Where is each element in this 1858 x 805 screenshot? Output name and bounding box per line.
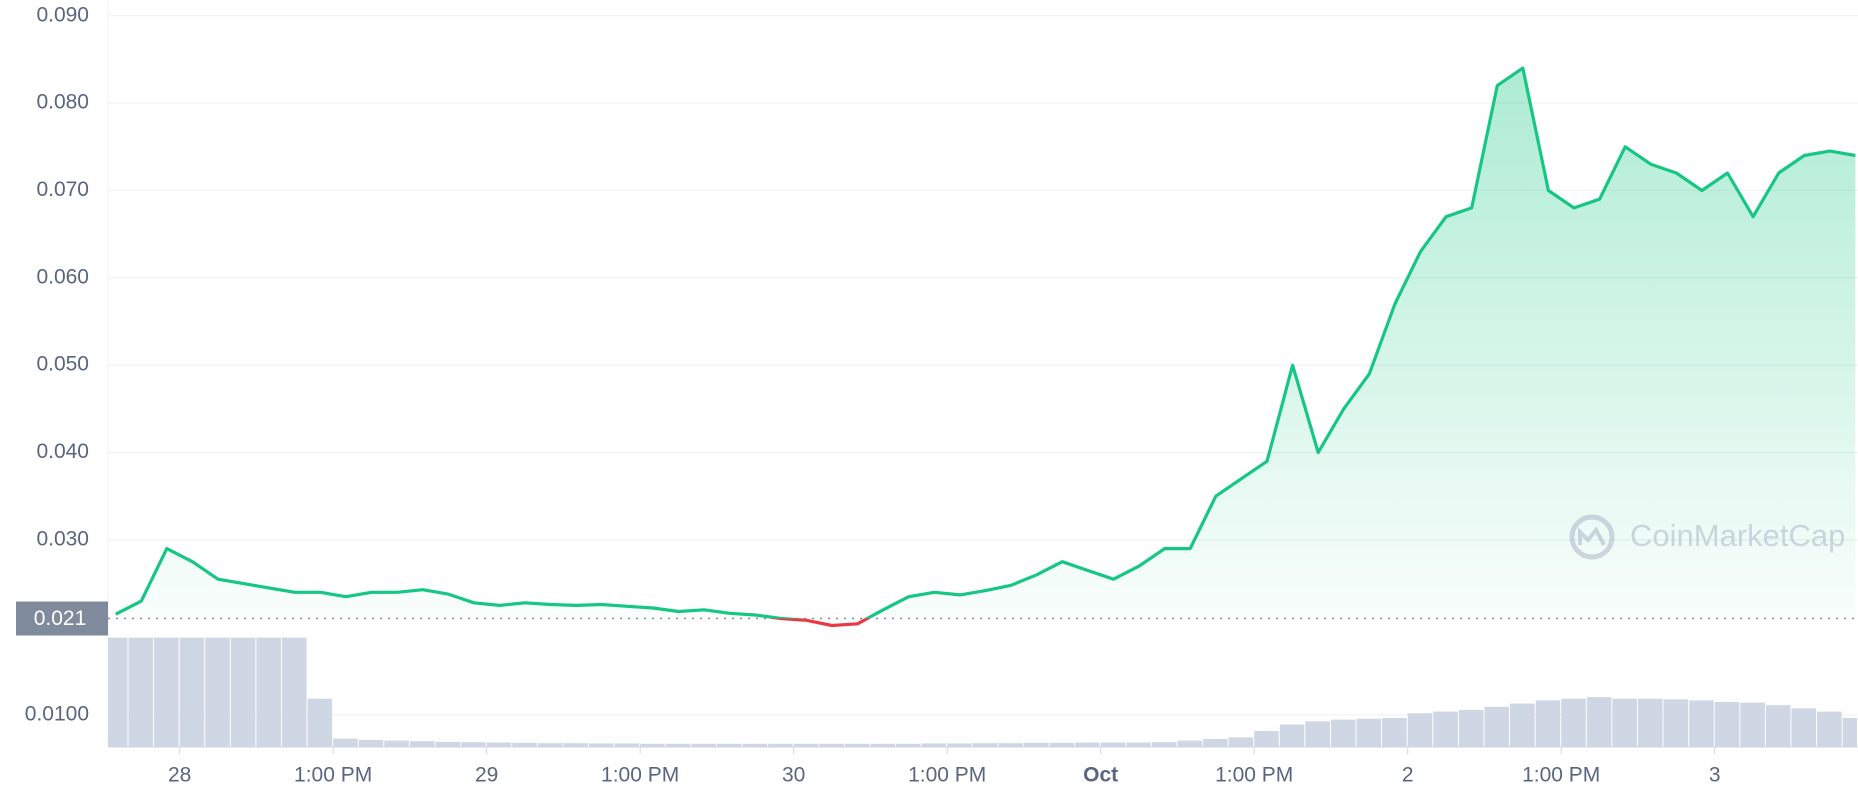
volume-bar [947, 743, 972, 747]
y-tick-label: 0.090 [36, 3, 89, 26]
volume-bar [1510, 703, 1535, 747]
x-tick-label: 30 [782, 764, 805, 787]
volume-bar [1561, 698, 1586, 747]
volume-bar [1817, 711, 1842, 747]
x-tick-label: 3 [1709, 764, 1721, 787]
volume-bar [179, 637, 205, 747]
volume-bar [435, 741, 461, 747]
volume-bar [1842, 718, 1857, 747]
volume-bar [1433, 711, 1458, 747]
price-line-up [114, 66, 1856, 619]
volume-bar [1714, 701, 1740, 747]
watermark-text: CoinMarketCap [1630, 518, 1845, 553]
volume-bar [742, 743, 768, 747]
volume-bar [307, 698, 333, 747]
x-tick-label: 1:00 PM [294, 764, 372, 787]
volume-bar [409, 741, 435, 747]
volume-bar [1740, 702, 1765, 747]
volume-bar [384, 740, 409, 747]
volume-bar [870, 743, 896, 747]
volume-bar [614, 743, 640, 747]
volume-bar [691, 743, 716, 747]
volume-bar [1382, 718, 1407, 747]
baseline-label: 0.021 [34, 607, 87, 630]
x-tick-label: 1:00 PM [1215, 764, 1293, 787]
volume-bar [844, 743, 870, 747]
volume-bar [1637, 698, 1663, 747]
volume-bar [1535, 700, 1561, 747]
volume-bar [793, 743, 819, 747]
volume-bar [108, 637, 128, 747]
y-tick-label: 0.030 [36, 527, 89, 550]
volume-bar [205, 637, 230, 747]
volume-bar [230, 637, 256, 747]
x-tick-label: Oct [1083, 764, 1118, 787]
volume-bar [640, 743, 665, 747]
volume-bar [537, 743, 563, 747]
volume-bar [1765, 705, 1791, 747]
volume-bar [1100, 742, 1126, 747]
y2-tick-label: 0.0100 [25, 702, 89, 725]
y-tick-label: 0.070 [36, 178, 89, 201]
volume-bar [665, 743, 691, 747]
volume-bar [1126, 742, 1151, 747]
volume-bar [1203, 738, 1228, 747]
volume-bar [1663, 699, 1689, 747]
x-tick-label: 28 [168, 764, 191, 787]
volume-bar [1254, 730, 1279, 747]
volume-bar [819, 743, 844, 747]
volume-bar [1458, 710, 1484, 747]
volume-bar [1279, 724, 1305, 747]
volume-bar [716, 743, 742, 747]
y-tick-label: 0.080 [36, 91, 89, 114]
x-tick-label: 1:00 PM [908, 764, 986, 787]
y-tick-label: 0.040 [36, 440, 89, 463]
volume-bar [512, 742, 537, 747]
volume-bar [768, 743, 793, 747]
volume-bar [1330, 719, 1356, 747]
volume-bar [1228, 737, 1254, 747]
volume-bar [1791, 708, 1817, 747]
y-tick-label: 0.060 [36, 265, 89, 288]
volume-bar [128, 637, 154, 747]
volume-bar [1177, 740, 1203, 747]
volume-bar [1075, 742, 1100, 747]
volume-bar [563, 743, 588, 747]
watermark: CoinMarketCap [1569, 514, 1845, 560]
volume-bar [281, 637, 307, 747]
x-tick-label: 29 [475, 764, 498, 787]
volume-bar [333, 738, 358, 747]
volume-bar [256, 637, 281, 747]
volume-bar [1484, 706, 1510, 747]
volume-bar [998, 743, 1023, 747]
volume-bar [1356, 718, 1382, 747]
volume-bar [588, 743, 614, 747]
x-tick-label: 1:00 PM [1522, 764, 1600, 787]
x-tick-label: 1:00 PM [601, 764, 679, 787]
price-area [115, 68, 1856, 619]
volume-bar [154, 637, 179, 747]
volume-bar [1612, 698, 1637, 747]
y-tick-label: 0.050 [36, 353, 89, 376]
volume-bar [358, 739, 384, 747]
volume-bar [972, 743, 998, 747]
volume-bar [1689, 700, 1714, 747]
volume-bar [1305, 721, 1330, 747]
x-tick-label: 2 [1402, 764, 1414, 787]
volume-bar [461, 742, 486, 747]
volume-bar [1049, 742, 1075, 747]
volume-bar [486, 742, 512, 747]
volume-bar [1023, 742, 1049, 747]
volume-bar [921, 743, 947, 747]
volume-bar [1586, 697, 1612, 747]
volume-bar [1151, 742, 1177, 747]
volume-bar [896, 743, 921, 747]
volume-bar [1407, 713, 1433, 747]
baseline-label-box [16, 601, 108, 636]
